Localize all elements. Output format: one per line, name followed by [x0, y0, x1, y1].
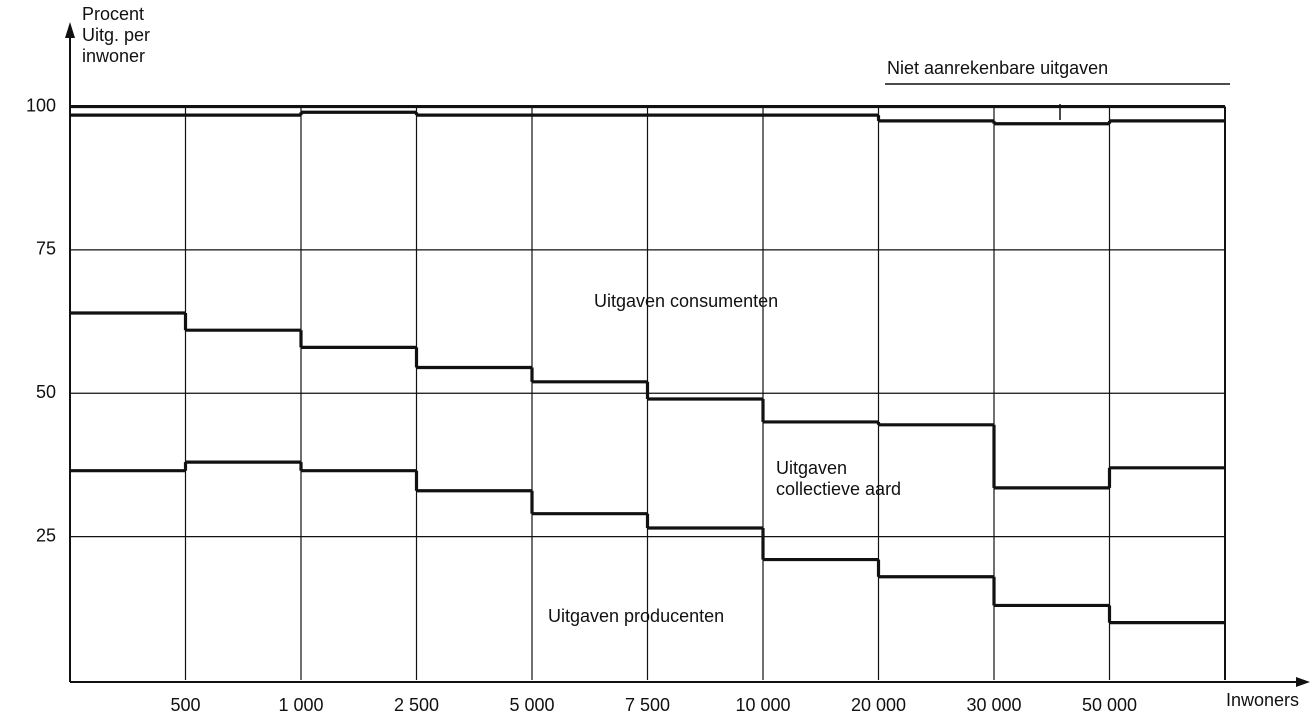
y-tick-label: 100 [26, 95, 56, 115]
x-tick-label: 2 500 [394, 695, 439, 715]
x-tick-label: 20 000 [851, 695, 906, 715]
x-tick-label: 1 000 [278, 695, 323, 715]
y-tick-label: 75 [36, 239, 56, 259]
x-tick-label: 7 500 [625, 695, 670, 715]
y-axis-arrow [65, 22, 75, 38]
region-label: Uitgaven collectieve aard [776, 458, 902, 499]
x-tick-label: 10 000 [735, 695, 790, 715]
region-label: Niet aanrekenbare uitgaven [887, 58, 1109, 78]
region-label: Uitgaven consumenten [594, 291, 779, 311]
y-axis-label: Procent Uitg. per inwoner [82, 4, 151, 66]
y-tick-label: 25 [36, 525, 56, 545]
region-label: Uitgaven producenten [548, 606, 725, 626]
y-tick-label: 50 [36, 382, 56, 402]
x-tick-label: 500 [170, 695, 200, 715]
x-tick-label: 50 000 [1082, 695, 1137, 715]
x-tick-label: 5 000 [509, 695, 554, 715]
x-axis-arrow [1296, 677, 1310, 687]
x-tick-label: 30 000 [966, 695, 1021, 715]
x-axis-label: Inwoners [1226, 690, 1300, 710]
